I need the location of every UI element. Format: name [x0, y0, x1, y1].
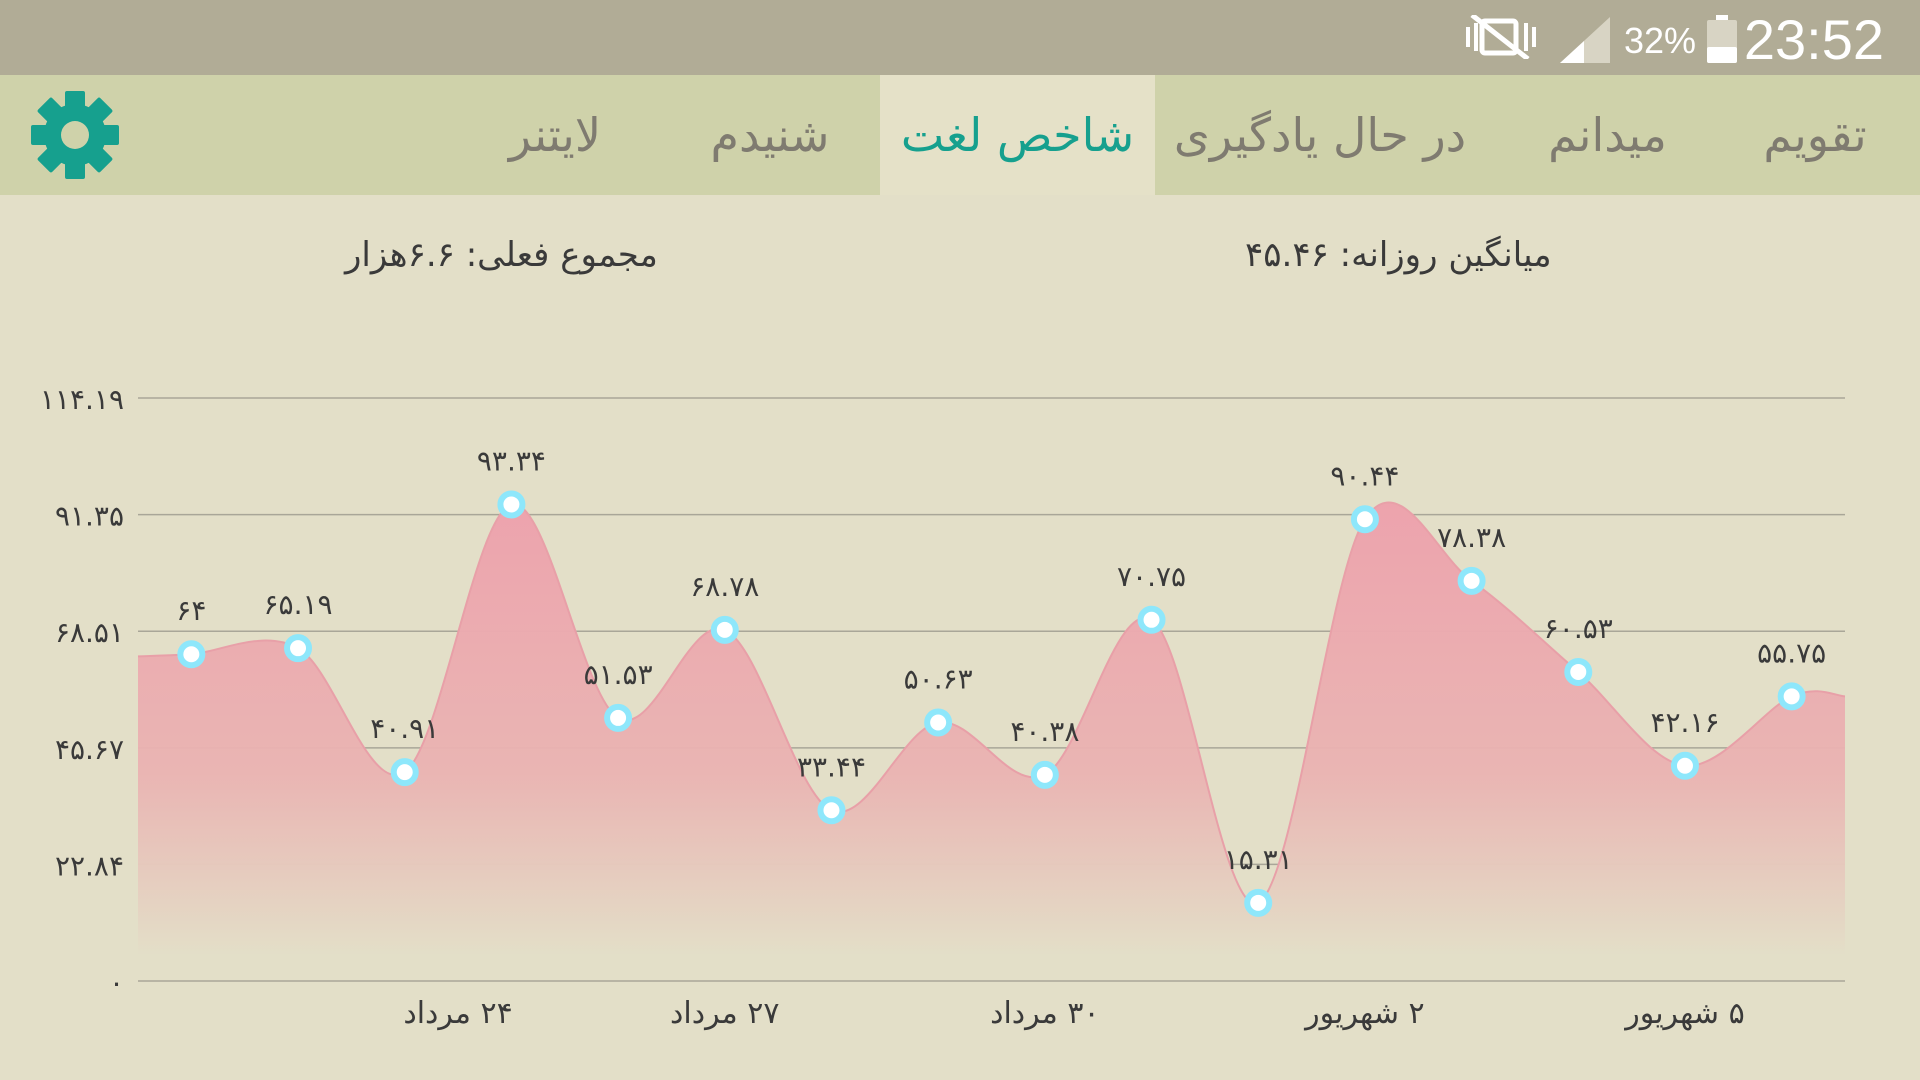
- data-point[interactable]: [497, 490, 526, 519]
- y-tick-label: ۹۱.۳۵: [55, 500, 124, 533]
- tab-bar: تقویم میدانم در حال یادگیری شاخص لغت شنی…: [0, 75, 1920, 195]
- data-label: ۳۳.۴۴: [797, 750, 866, 783]
- data-point[interactable]: [1670, 751, 1699, 780]
- current-total: مجموع فعلی: ۶.۶هزار: [345, 235, 658, 275]
- y-tick-label: ۱۱۴.۱۹: [40, 383, 124, 416]
- data-point[interactable]: [1350, 505, 1379, 534]
- data-label: ۷۸.۳۸: [1437, 521, 1506, 554]
- x-tick-label: ۲۴ مرداد: [403, 996, 512, 1031]
- battery-icon: [1707, 15, 1737, 63]
- tab-label: تقویم: [1763, 108, 1867, 162]
- data-point[interactable]: [1777, 682, 1806, 711]
- data-label: ۴۲.۱۶: [1650, 706, 1719, 739]
- x-tick-label: ۲ شهریور: [1303, 996, 1425, 1031]
- data-point[interactable]: [1564, 657, 1593, 686]
- data-label: ۱۵.۳۱: [1224, 843, 1293, 876]
- data-label: ۶۸.۷۸: [690, 570, 759, 603]
- data-point[interactable]: [177, 640, 206, 669]
- status-bar: 32% 23:52: [0, 0, 1920, 75]
- data-point[interactable]: [710, 615, 739, 644]
- data-label: ۴۰.۹۱: [370, 712, 439, 745]
- tab-calendar[interactable]: تقویم: [1740, 75, 1890, 195]
- series-line: [137, 501, 1846, 905]
- data-label: ۹۰.۴۴: [1330, 459, 1399, 492]
- tab-heard[interactable]: شنیدم: [700, 75, 840, 195]
- y-tick-label: ۰: [109, 966, 124, 999]
- battery-percent: 32%: [1623, 20, 1696, 61]
- data-label: ۷۰.۷۵: [1117, 560, 1186, 593]
- data-point[interactable]: [924, 708, 953, 737]
- data-point[interactable]: [1137, 605, 1166, 634]
- tab-word-index[interactable]: شاخص لغت: [880, 75, 1155, 195]
- x-tick-label: ۳۰ مرداد: [990, 996, 1099, 1031]
- data-label: ۶۵.۱۹: [264, 588, 333, 621]
- data-label: ۹۳.۳۴: [477, 444, 546, 477]
- data-point[interactable]: [1457, 566, 1486, 595]
- data-label: ۵۵.۷۵: [1757, 636, 1826, 669]
- tab-label: در حال یادگیری: [1173, 108, 1467, 162]
- series-area: [138, 502, 1845, 956]
- daily-average: میانگین روزانه: ۴۵.۴۶: [1245, 235, 1552, 275]
- data-label: ۵۰.۶۳: [904, 663, 973, 696]
- data-point[interactable]: [604, 703, 633, 732]
- data-point[interactable]: [390, 758, 419, 787]
- tab-label: شاخص لغت: [900, 108, 1135, 162]
- status-clock: 23:52: [1743, 8, 1884, 71]
- data-point[interactable]: [817, 796, 846, 825]
- tab-label: لایتنر: [508, 108, 602, 162]
- data-label: ۵۱.۵۳: [584, 658, 653, 691]
- tab-learning[interactable]: در حال یادگیری: [1160, 75, 1480, 195]
- data-label: ۶۰.۵۳: [1544, 612, 1613, 645]
- data-point[interactable]: [1244, 888, 1273, 917]
- data-label: ۴۰.۳۸: [1010, 715, 1079, 748]
- y-tick-label: ۶۸.۵۱: [55, 616, 124, 649]
- data-point[interactable]: [1030, 760, 1059, 789]
- x-tick-label: ۵ شهریور: [1623, 996, 1745, 1031]
- y-tick-label: ۲۲.۸۴: [55, 849, 124, 882]
- gear-icon[interactable]: [30, 90, 120, 180]
- mute-vibrate-icon: [1466, 15, 1536, 59]
- tab-label: میدانم: [1548, 108, 1667, 162]
- signal-icon: [1560, 17, 1610, 63]
- y-tick-label: ۴۵.۶۷: [55, 733, 124, 766]
- data-label: ۶۴: [176, 594, 206, 627]
- x-tick-label: ۲۷ مرداد: [670, 996, 779, 1031]
- tab-label: شنیدم: [710, 108, 830, 162]
- data-point[interactable]: [284, 634, 313, 663]
- tab-known[interactable]: میدانم: [1515, 75, 1700, 195]
- tab-leitner[interactable]: لایتنر: [490, 75, 620, 195]
